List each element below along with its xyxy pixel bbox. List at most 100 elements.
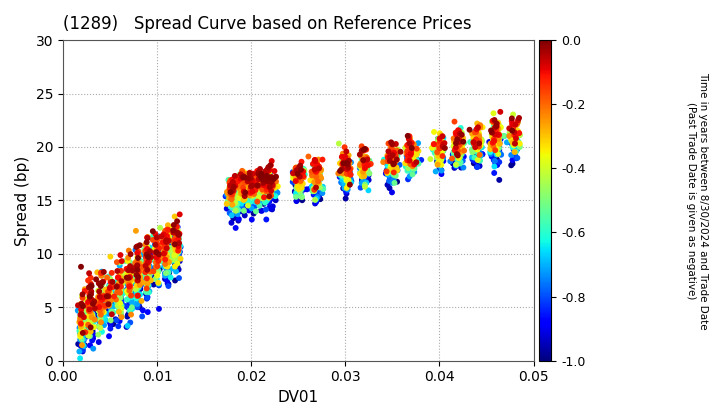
- Point: [116, 313, 127, 320]
- Point: [472, 147, 484, 153]
- Point: [128, 265, 140, 272]
- Point: [452, 146, 464, 153]
- Point: [96, 310, 108, 316]
- Point: [86, 281, 97, 288]
- Point: [94, 302, 106, 309]
- Point: [315, 168, 326, 175]
- Point: [122, 288, 133, 294]
- Point: [75, 309, 86, 315]
- Point: [169, 277, 181, 284]
- Point: [246, 192, 258, 199]
- Point: [506, 128, 518, 135]
- Point: [141, 261, 153, 268]
- Point: [240, 189, 251, 196]
- Point: [262, 185, 274, 192]
- Point: [403, 153, 415, 160]
- Point: [235, 193, 246, 200]
- Point: [238, 208, 250, 215]
- Point: [362, 162, 374, 169]
- Point: [173, 236, 184, 243]
- Point: [339, 176, 351, 183]
- Point: [456, 145, 467, 152]
- Point: [225, 195, 237, 202]
- Point: [451, 151, 463, 158]
- Point: [222, 176, 234, 183]
- Point: [466, 146, 477, 153]
- Point: [315, 173, 326, 180]
- Point: [131, 272, 143, 278]
- Point: [403, 156, 415, 163]
- Point: [158, 248, 169, 255]
- Point: [89, 305, 101, 312]
- Point: [260, 188, 271, 195]
- Point: [296, 168, 307, 175]
- Point: [413, 160, 424, 167]
- Point: [105, 292, 117, 299]
- Point: [266, 158, 277, 164]
- Point: [262, 184, 274, 191]
- Point: [508, 142, 519, 148]
- Point: [132, 243, 143, 249]
- Point: [161, 230, 173, 237]
- Point: [153, 279, 164, 286]
- Point: [86, 312, 98, 319]
- Point: [341, 163, 353, 170]
- Point: [261, 175, 273, 182]
- Point: [266, 183, 277, 190]
- Point: [114, 291, 125, 298]
- Point: [477, 151, 488, 158]
- Point: [248, 186, 259, 193]
- Point: [405, 155, 416, 162]
- Point: [159, 261, 171, 268]
- Point: [72, 302, 84, 309]
- Point: [161, 251, 173, 258]
- Point: [85, 311, 96, 318]
- Point: [143, 282, 154, 289]
- Point: [228, 190, 239, 197]
- Point: [157, 239, 168, 246]
- Point: [385, 144, 397, 151]
- Point: [471, 147, 482, 154]
- Point: [389, 165, 400, 172]
- Point: [293, 178, 305, 184]
- Point: [95, 270, 107, 276]
- Point: [456, 129, 467, 136]
- Point: [487, 134, 498, 141]
- Point: [117, 278, 128, 284]
- Point: [384, 158, 395, 164]
- Point: [253, 187, 265, 194]
- Point: [84, 324, 96, 331]
- Point: [265, 162, 276, 169]
- Point: [244, 171, 256, 177]
- Point: [225, 189, 237, 196]
- Point: [237, 178, 248, 184]
- Point: [96, 272, 108, 279]
- Point: [339, 161, 351, 168]
- Point: [487, 110, 499, 117]
- Point: [386, 157, 397, 163]
- Point: [253, 176, 265, 182]
- Point: [360, 165, 372, 171]
- Point: [469, 142, 481, 148]
- Point: [79, 310, 91, 317]
- Point: [238, 191, 250, 198]
- Point: [287, 169, 299, 176]
- Point: [266, 189, 277, 195]
- Point: [341, 160, 352, 166]
- Point: [489, 146, 500, 152]
- Point: [310, 158, 321, 164]
- Point: [86, 298, 98, 304]
- Point: [490, 137, 502, 144]
- Point: [94, 317, 105, 324]
- Point: [172, 229, 184, 236]
- Point: [124, 259, 135, 265]
- Point: [75, 324, 86, 331]
- Point: [469, 129, 480, 136]
- Point: [158, 231, 169, 238]
- Point: [310, 184, 322, 191]
- Point: [149, 256, 161, 262]
- Point: [161, 233, 173, 239]
- Point: [114, 300, 126, 307]
- Point: [429, 150, 441, 156]
- Point: [238, 184, 249, 191]
